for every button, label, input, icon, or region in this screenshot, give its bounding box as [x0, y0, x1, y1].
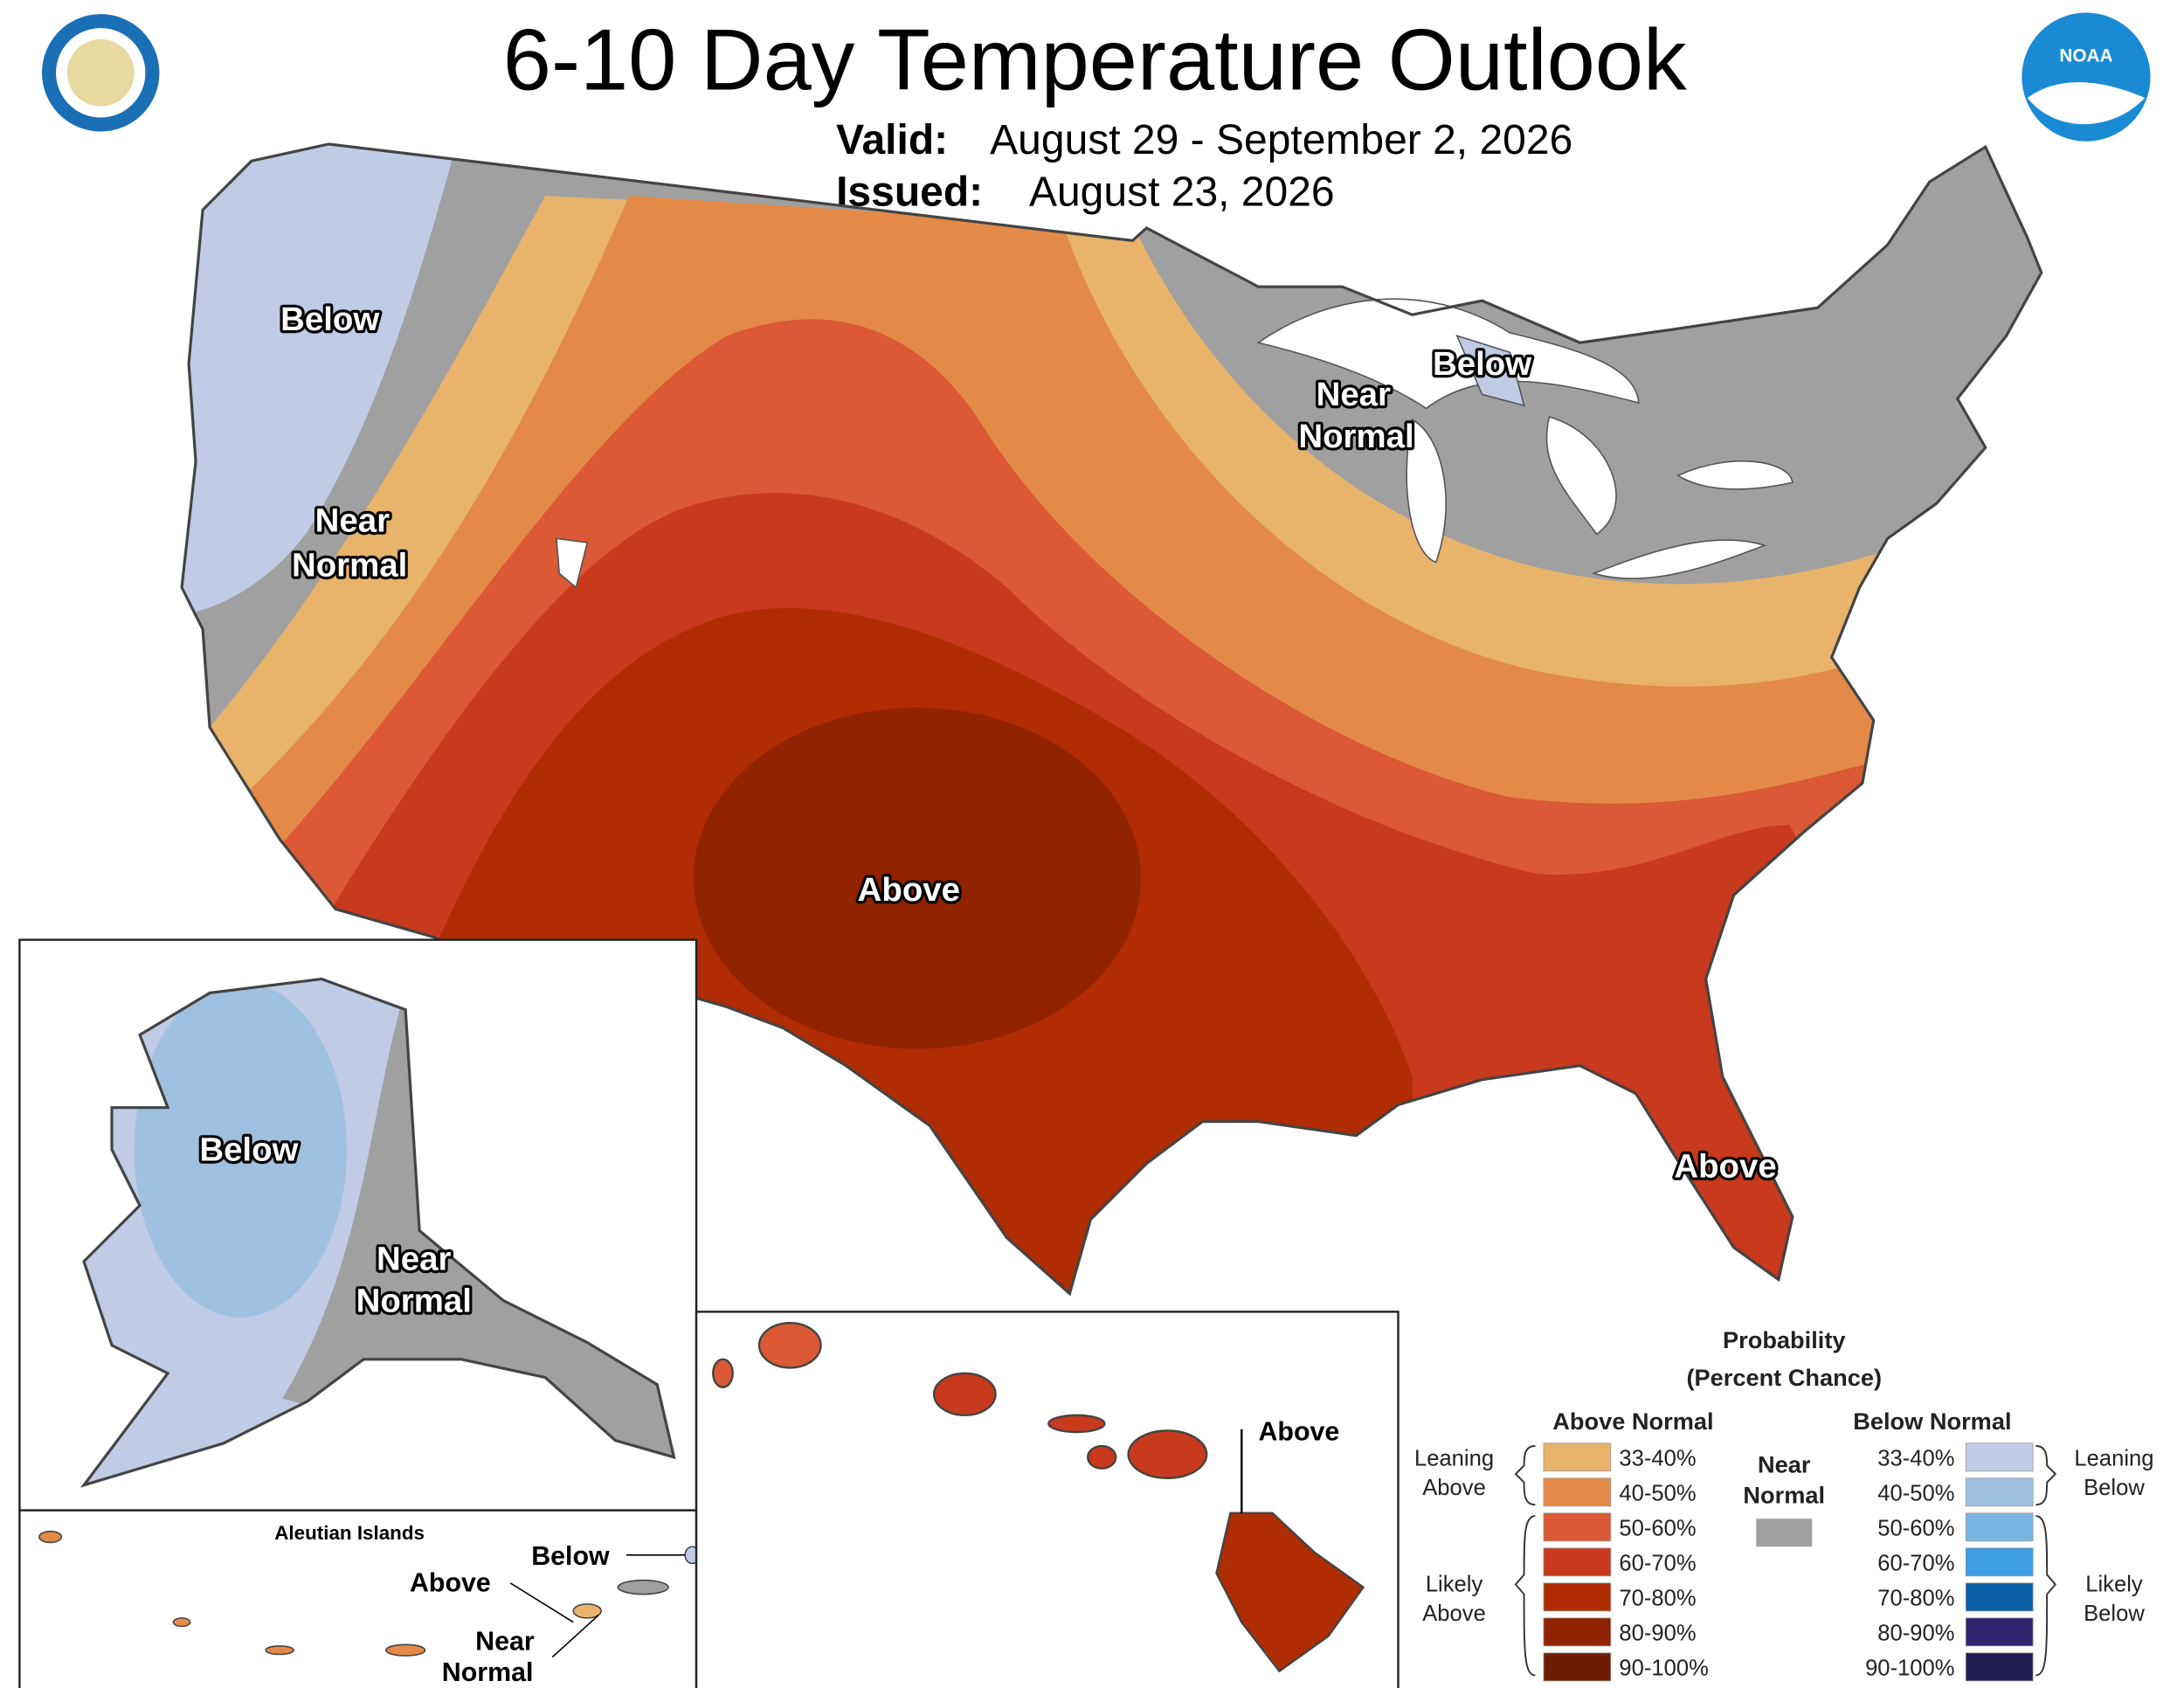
region-label: Normal — [292, 547, 407, 585]
legend-swatch — [1965, 1477, 2034, 1507]
legend-swatch — [1965, 1582, 2034, 1612]
legend-swatch — [1965, 1547, 2034, 1577]
group-label: Leaning — [1414, 1446, 1494, 1470]
noaa-logo: NOAA — [2022, 12, 2151, 142]
legend-label: 33-40% — [1619, 1446, 1696, 1470]
aleutians-inset — [18, 1509, 698, 1688]
legend-heading: Below Normal — [1853, 1408, 2011, 1435]
legend-label: 80-90% — [1619, 1621, 1696, 1645]
legend-swatch — [1543, 1582, 1612, 1612]
legend: Probability (Percent Chance) Above Norma… — [1414, 1326, 2154, 1682]
legend-heading: Above Normal — [1552, 1408, 1713, 1435]
above-80-90 — [693, 707, 1142, 1049]
commerce-seal — [42, 14, 160, 132]
region-label: Below — [1433, 345, 1531, 383]
legend-label: 90-100% — [1865, 1657, 1954, 1681]
group-label: Leaning — [2074, 1446, 2153, 1470]
region-label: Above — [1258, 1417, 1339, 1447]
group-label: Below — [2084, 1602, 2145, 1626]
legend-heading: Near — [1758, 1450, 1811, 1477]
logo-text: NOAA — [2059, 46, 2112, 66]
legend-swatch — [1965, 1512, 2034, 1542]
hawaii-islands — [712, 1321, 1365, 1673]
region-label: Near — [475, 1627, 535, 1657]
region-label: Above — [1674, 1148, 1776, 1186]
region-label: Below — [531, 1541, 610, 1571]
legend-heading: Normal — [1743, 1482, 1825, 1509]
legend-swatch — [1543, 1652, 1612, 1682]
region-label: Near — [315, 502, 390, 539]
legend-title: (Percent Chance) — [1686, 1364, 1882, 1391]
region-label: Below — [199, 1131, 298, 1169]
legend-swatch — [1543, 1512, 1612, 1542]
legend-swatch — [1965, 1442, 2034, 1472]
valid-label: Valid: — [836, 117, 948, 163]
legend-label: 80-90% — [1877, 1621, 1954, 1645]
legend-swatch — [1965, 1652, 2034, 1682]
group-label: Likely — [1426, 1572, 1483, 1596]
legend-swatch — [1543, 1477, 1612, 1507]
legend-swatch — [1756, 1519, 1813, 1547]
legend-label: 40-50% — [1619, 1481, 1696, 1505]
region-label: Below — [280, 301, 379, 338]
region-label: Normal — [442, 1657, 534, 1687]
above-florida — [1635, 1007, 1788, 1280]
legend-swatch — [1543, 1617, 1612, 1647]
title: 6-10 Day Temperature Outlook — [503, 12, 1687, 109]
below-michigan — [1455, 334, 1525, 407]
legend-label: 60-70% — [1877, 1551, 1954, 1575]
great-lakes — [556, 298, 1794, 589]
legend-label: 40-50% — [1877, 1481, 1954, 1505]
salt-lake — [556, 537, 589, 589]
inset-title: Aleutian Islands — [274, 1522, 425, 1544]
group-label: Below — [2084, 1476, 2145, 1500]
group-label: Likely — [2085, 1572, 2143, 1596]
group-label: Above — [1422, 1476, 1486, 1500]
legend-label: 50-60% — [1619, 1516, 1696, 1540]
legend-label: 90-100% — [1619, 1657, 1708, 1681]
legend-swatch — [1543, 1547, 1612, 1577]
below-area — [182, 143, 462, 616]
legend-swatch — [1543, 1442, 1612, 1472]
region-label: Normal — [1298, 418, 1413, 455]
legend-label: 50-60% — [1877, 1516, 1954, 1540]
legend-swatch — [1965, 1617, 2034, 1647]
region-label: Near — [1317, 376, 1391, 413]
region-label: Normal — [356, 1282, 472, 1319]
group-label: Above — [1422, 1602, 1486, 1626]
legend-label: 70-80% — [1619, 1586, 1696, 1610]
region-label: Above — [410, 1567, 491, 1597]
valid-dates: August 29 - September 2, 2026 — [990, 117, 1572, 163]
region-label: Near — [377, 1240, 451, 1277]
legend-label: 60-70% — [1619, 1551, 1696, 1575]
legend-label: 70-80% — [1877, 1586, 1954, 1610]
issued-date: August 23, 2026 — [1029, 169, 1335, 215]
region-label: Above — [858, 871, 960, 909]
legend-title: Probability — [1723, 1326, 1846, 1353]
legend-label: 33-40% — [1877, 1446, 1954, 1470]
